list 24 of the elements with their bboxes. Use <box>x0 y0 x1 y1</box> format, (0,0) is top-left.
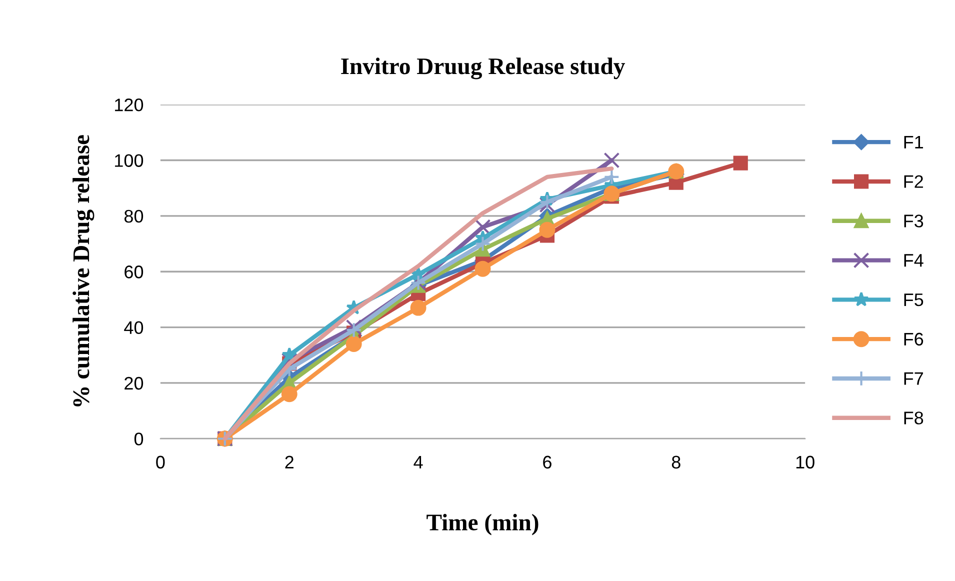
chart-title: Invitro Druug Release study <box>341 58 625 80</box>
y-tick-label: 40 <box>124 321 144 334</box>
x-axis-title: Time (min) <box>426 514 538 536</box>
y-axis-title: % cumulative Drug release <box>72 135 94 406</box>
legend-label: F5 <box>904 294 924 306</box>
x-tick-label: 0 <box>156 456 165 469</box>
y-tick-label: 20 <box>124 376 144 390</box>
legend-label: F8 <box>904 412 924 424</box>
x-tick-label: 4 <box>414 456 423 468</box>
legend-label: F2 <box>904 175 923 188</box>
y-tick-label: 80 <box>124 210 144 223</box>
legend-label: F4 <box>904 254 924 267</box>
legend-label: F6 <box>904 332 924 346</box>
y-tick-label: 60 <box>124 266 144 278</box>
y-tick-label: 100 <box>115 154 144 167</box>
x-tick-label: 6 <box>543 456 552 469</box>
y-tick-label: 0 <box>134 432 144 446</box>
legend-label: F7 <box>904 372 923 385</box>
legend-label: F3 <box>904 214 924 228</box>
y-tick-label: 120 <box>115 98 144 112</box>
x-tick-label: 8 <box>672 456 680 469</box>
legend-label: F1 <box>904 136 924 148</box>
x-tick-label: 2 <box>285 456 294 468</box>
x-tick-label: 10 <box>796 456 814 469</box>
